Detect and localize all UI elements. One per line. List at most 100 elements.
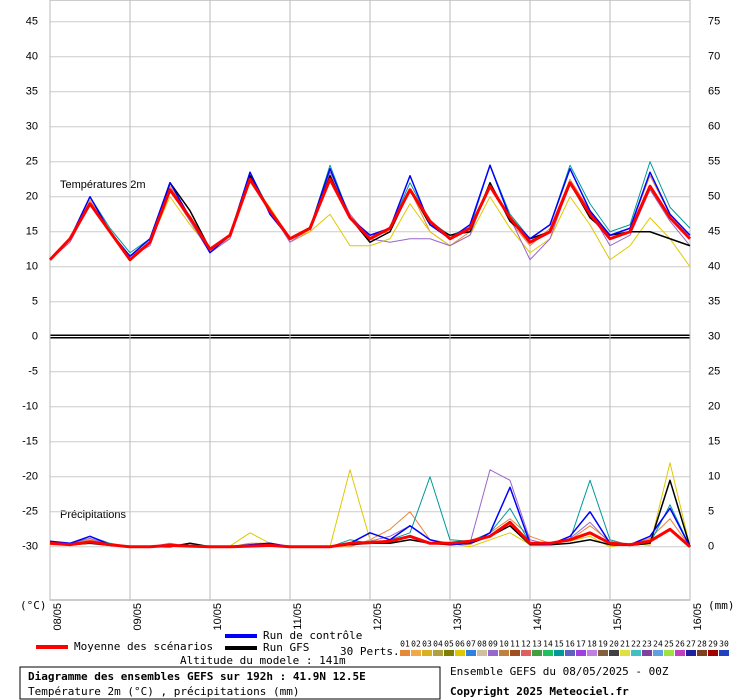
y-tick-label: 30 [26, 121, 38, 133]
y2-tick-label: 20 [708, 401, 720, 413]
perturbation-swatch [576, 650, 586, 656]
legend-label: Run de contrôle [263, 629, 362, 642]
perturbation-swatch [433, 650, 443, 656]
perturbation-swatch [411, 650, 421, 656]
perturbation-label: 26 [675, 640, 685, 649]
perturbation-label: 15 [554, 640, 564, 649]
perturbation-label: 24 [653, 640, 663, 649]
perturbation-swatch [642, 650, 652, 656]
perturbation-label: 07 [466, 640, 476, 649]
y-tick-label: -5 [28, 366, 38, 378]
y2-tick-label: 75 [708, 16, 720, 28]
y2-tick-label: 10 [708, 471, 720, 483]
perturbation-swatch [620, 650, 630, 656]
perturbation-swatch [532, 650, 542, 656]
run-info: Ensemble GEFS du 08/05/2025 - 00Z [450, 665, 669, 678]
y2-tick-label: 30 [708, 331, 720, 343]
y-tick-label: 10 [26, 261, 38, 273]
y2-tick-label: 55 [708, 156, 720, 168]
perturbation-swatch [631, 650, 641, 656]
y-tick-label: 40 [26, 51, 38, 63]
series-line [49, 164, 691, 261]
y2-tick-label: 45 [708, 226, 720, 238]
perturbation-label: 19 [598, 640, 608, 649]
temperature-label: Températures 2m [60, 179, 146, 191]
perturbation-label: 20 [609, 640, 619, 649]
perturbation-label: 06 [455, 640, 465, 649]
y-tick-label: 45 [26, 16, 38, 28]
perturbation-swatch [499, 650, 509, 656]
perturbation-swatch [675, 650, 685, 656]
perturbation-label: 01 [400, 640, 410, 649]
y-tick-label: -20 [22, 471, 38, 483]
perturbation-swatch [686, 650, 696, 656]
x-tick-label: 09/05 [132, 603, 144, 631]
subtitle: Température 2m (°C) , précipitations (mm… [28, 685, 300, 698]
perturbation-label: 11 [510, 640, 520, 649]
y-tick-label: 20 [26, 191, 38, 203]
perturbation-swatch [609, 650, 619, 656]
y2-tick-label: 60 [708, 121, 720, 133]
x-tick-label: 15/05 [612, 603, 624, 631]
perturbation-swatch [697, 650, 707, 656]
y2-unit: (mm) [708, 599, 735, 612]
perturbation-label: 22 [631, 640, 641, 649]
series-line [48, 177, 692, 262]
perturbation-swatch [708, 650, 718, 656]
y-tick-label: -25 [22, 506, 38, 518]
y-tick-label: -30 [22, 541, 38, 553]
perturbation-label: 17 [576, 640, 586, 649]
perturbation-swatch [400, 650, 410, 656]
perturbation-label: 02 [411, 640, 421, 649]
perturbation-label: 29 [708, 640, 718, 649]
perturbations-label: 30 Perts. [340, 645, 400, 658]
x-tick-label: 12/05 [372, 603, 384, 631]
y-tick-label: 25 [26, 156, 38, 168]
perturbation-label: 27 [686, 640, 696, 649]
x-tick-label: 16/05 [692, 603, 704, 631]
perturbation-label: 16 [565, 640, 575, 649]
perturbation-swatch [488, 650, 498, 656]
y2-tick-label: 40 [708, 261, 720, 273]
x-tick-label: 13/05 [452, 603, 464, 631]
perturbation-label: 03 [422, 640, 432, 649]
x-tick-label: 10/05 [212, 603, 224, 631]
perturbation-label: 25 [664, 640, 674, 649]
x-tick-label: 14/05 [532, 603, 544, 631]
perturbation-label: 23 [642, 640, 652, 649]
altitude: Altitude du modele : 141m [180, 654, 346, 667]
y-tick-label: 35 [26, 86, 38, 98]
perturbation-swatch [664, 650, 674, 656]
perturbation-swatch [521, 650, 531, 656]
perturbation-label: 13 [532, 640, 542, 649]
perturbation-label: 04 [433, 640, 443, 649]
perturbation-swatch [477, 650, 487, 656]
perturbation-swatch [466, 650, 476, 656]
x-tick-label: 11/05 [292, 603, 304, 630]
y-tick-label: 5 [32, 296, 38, 308]
perturbation-label: 10 [499, 640, 509, 649]
title: Diagramme des ensembles GEFS sur 192h : … [28, 670, 366, 683]
y-tick-label: -10 [22, 401, 38, 413]
y-tick-label: 15 [26, 226, 38, 238]
legend-label: Run GFS [263, 641, 309, 654]
y-tick-label: -15 [22, 436, 38, 448]
x-tick-label: 08/05 [52, 603, 64, 631]
perturbation-swatch [653, 650, 663, 656]
perturbation-swatch [565, 650, 575, 656]
y2-tick-label: 70 [708, 51, 720, 63]
perturbation-label: 21 [620, 640, 630, 649]
y2-tick-label: 0 [708, 541, 714, 553]
perturbation-swatch [455, 650, 465, 656]
precipitation-label: Précipitations [60, 509, 127, 521]
perturbation-label: 05 [444, 640, 454, 649]
perturbation-label: 09 [488, 640, 498, 649]
perturbation-swatch [554, 650, 564, 656]
y2-tick-label: 50 [708, 191, 720, 203]
y2-tick-label: 65 [708, 86, 720, 98]
perturbation-label: 12 [521, 640, 531, 649]
y-unit: (°C) [20, 599, 47, 612]
series-line [49, 520, 691, 549]
perturbation-swatch [444, 650, 454, 656]
